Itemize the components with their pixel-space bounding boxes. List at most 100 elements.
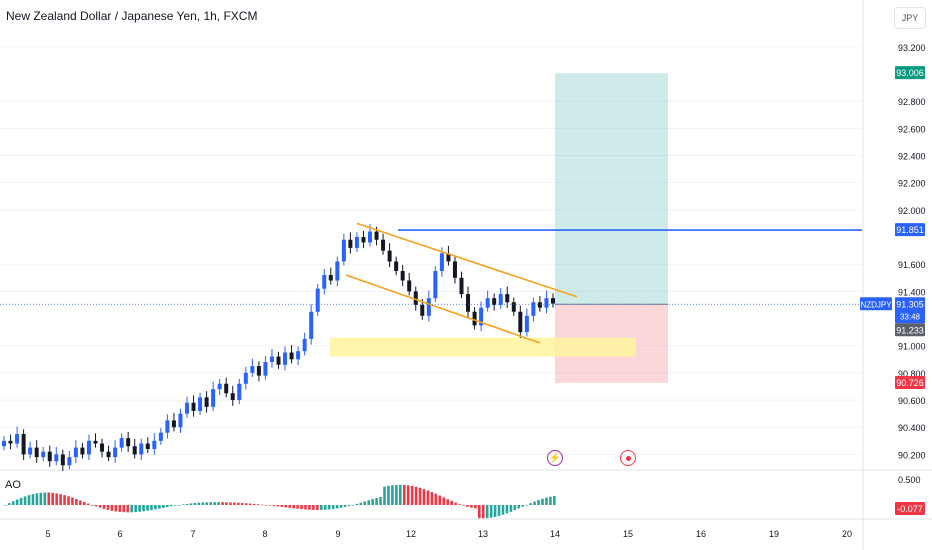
candle — [511, 297, 516, 316]
channel-upper-line — [356, 222, 578, 298]
candle — [119, 433, 124, 452]
candle-body — [119, 438, 124, 448]
candle — [132, 438, 137, 459]
candle-body — [459, 277, 464, 295]
candle-body — [211, 389, 216, 407]
ao-bar — [450, 500, 453, 505]
currency-button[interactable]: JPY — [894, 7, 926, 29]
lightning-event-icon[interactable]: ⚡ — [547, 450, 563, 466]
candle — [472, 306, 477, 330]
ao-bar — [517, 505, 521, 509]
candle-body — [551, 298, 555, 304]
record-event-icon[interactable] — [620, 450, 636, 466]
candle — [243, 366, 248, 390]
ao-bar — [154, 505, 157, 510]
price-tick-label: 92.200 — [898, 179, 926, 189]
drawing-lines — [0, 222, 862, 344]
ao-bar — [79, 500, 82, 505]
candle — [492, 293, 497, 311]
candle — [446, 245, 451, 266]
ao-bar — [339, 505, 343, 508]
candle-body — [165, 420, 170, 433]
ao-bar — [288, 505, 291, 508]
ao-bar — [94, 505, 98, 507]
price-tag-bg — [895, 66, 925, 80]
ao-bar — [169, 505, 173, 507]
ao-bar — [146, 505, 149, 511]
candle-body — [250, 366, 255, 373]
candle — [28, 441, 33, 459]
chart-title: New Zealand Dollar / Japanese Yen, 1h, F… — [6, 9, 258, 23]
ao-bar — [501, 505, 505, 515]
candle — [15, 426, 20, 448]
ao-bar — [27, 495, 31, 505]
ao-bar — [284, 505, 288, 508]
ao-bar — [438, 495, 442, 505]
candle — [459, 271, 464, 299]
candle — [198, 392, 203, 416]
candle — [60, 449, 65, 471]
ao-bar — [426, 490, 430, 505]
ao-bar — [177, 504, 181, 506]
ao-bar — [466, 505, 469, 507]
ao-bar — [106, 505, 110, 510]
ao-bar — [248, 503, 252, 505]
ao-bar — [122, 505, 126, 513]
candle-body — [433, 270, 438, 299]
ao-bar — [138, 505, 141, 512]
price-tag: 93.006 — [895, 66, 925, 80]
ao-bar — [15, 499, 19, 505]
candle-body — [309, 311, 314, 339]
candle-body — [511, 302, 516, 312]
candle — [145, 437, 150, 454]
ao-bar — [355, 503, 359, 505]
candle-body — [15, 434, 20, 444]
ao-bar — [229, 502, 232, 505]
ao-bar — [233, 502, 236, 505]
ao-bar — [513, 505, 517, 511]
ao-bar — [280, 505, 284, 507]
candle-body — [348, 239, 353, 248]
candle-body — [335, 261, 340, 281]
ao-bar — [23, 496, 27, 505]
ao-bar — [252, 503, 256, 505]
ao-bar — [312, 505, 315, 510]
candle-body — [113, 447, 118, 458]
candle — [237, 379, 242, 405]
time-axis[interactable]: 5 6 7 8 9 12 13 14 15 16 19 20 — [45, 529, 852, 539]
price-tag-bg — [895, 375, 925, 389]
ao-bar — [442, 497, 446, 505]
candle — [335, 256, 340, 287]
ao-bar — [150, 505, 153, 511]
ao-bar — [347, 505, 351, 506]
candle — [34, 440, 39, 463]
candle-body — [466, 294, 471, 312]
candle-body — [492, 298, 497, 305]
ao-bar — [130, 505, 133, 513]
ao-bar — [485, 505, 489, 519]
ao-bar — [316, 505, 319, 510]
price-axis[interactable]: 93.200 92.800 92.600 92.400 92.200 92.000 91.6… — [898, 43, 926, 461]
candle-body — [283, 352, 288, 365]
ao-bar — [395, 484, 398, 505]
candle-body — [354, 237, 359, 248]
candles — [2, 224, 555, 471]
ao-bar — [323, 505, 327, 510]
candle — [394, 256, 399, 276]
candle-body — [374, 231, 379, 240]
candle — [204, 391, 209, 413]
candle — [93, 433, 98, 448]
candle-body — [302, 338, 307, 352]
candle-body — [368, 231, 372, 243]
ao-bar — [406, 485, 410, 505]
candle — [407, 273, 412, 296]
candle — [250, 358, 255, 377]
candle — [452, 256, 457, 284]
ao-bar — [493, 505, 497, 517]
candle — [479, 301, 484, 332]
price-tag-label: 91.305 — [896, 299, 924, 309]
candle-body — [524, 315, 529, 333]
ao-bar — [189, 503, 193, 505]
price-tick-label: 91.000 — [898, 342, 926, 352]
